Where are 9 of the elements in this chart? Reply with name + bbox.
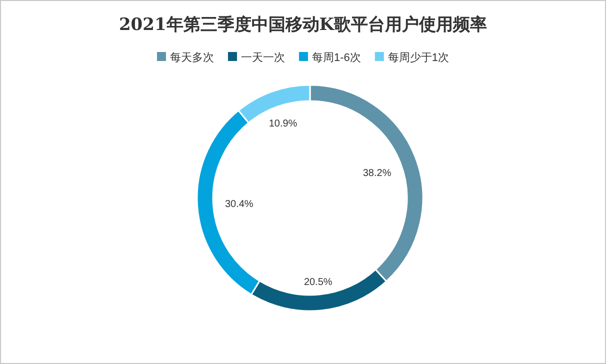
data-label: 30.4% bbox=[224, 198, 254, 210]
data-label: 38.2% bbox=[362, 168, 392, 179]
legend-label: 每周少于1次 bbox=[388, 51, 450, 64]
chart-title: 2021年第三季度中国移动K歌平台用户使用频率 bbox=[118, 15, 488, 35]
legend-label: 每周1-6次 bbox=[312, 52, 361, 64]
legend-label: 一天一次 bbox=[240, 52, 285, 64]
legend-label: 每天多次 bbox=[170, 52, 214, 64]
data-label: 10.9% bbox=[268, 118, 298, 130]
data-label: 20.5% bbox=[304, 277, 332, 288]
